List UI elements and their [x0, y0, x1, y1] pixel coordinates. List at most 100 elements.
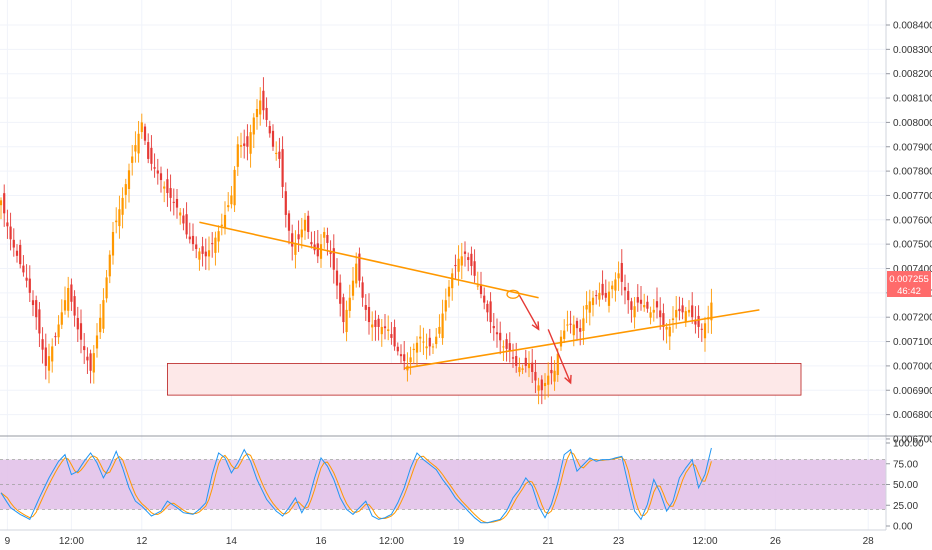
candle-body	[172, 201, 175, 203]
candle-body	[479, 284, 483, 295]
price-axis[interactable]: 0.008400 0.008300 0.008200 0.008100 0.008000…	[886, 21, 932, 446]
candle-body	[566, 324, 569, 326]
candle-body	[643, 305, 646, 308]
candle-body	[697, 315, 700, 327]
candle-body	[364, 305, 367, 310]
projection-arrow-head	[564, 374, 572, 385]
candle-body	[655, 301, 659, 308]
breakout-circle-marker	[506, 289, 520, 299]
candle-body	[607, 291, 611, 306]
candle-body	[451, 273, 454, 289]
candle-body	[163, 186, 166, 189]
last-price-badge: 0.007255 46:42	[887, 271, 931, 297]
candle-body	[127, 170, 131, 189]
candle-body	[483, 295, 486, 303]
candle-body	[12, 239, 15, 248]
bar-countdown-label: 46:42	[897, 286, 921, 297]
candle-body	[227, 205, 230, 208]
candle-body	[262, 90, 265, 111]
candle-body	[287, 213, 291, 231]
candle-body	[89, 353, 92, 371]
candle-body	[687, 309, 691, 313]
candle-body	[476, 285, 479, 287]
candle-body	[639, 299, 643, 304]
candle-body	[25, 277, 28, 281]
candle-body	[691, 305, 694, 318]
candle-body	[399, 354, 403, 357]
candle-body	[662, 313, 665, 327]
candle-body	[646, 301, 649, 309]
price-tick-label: 0.007200	[893, 313, 932, 324]
candle-body	[550, 369, 553, 374]
candle-body	[348, 297, 351, 311]
candle-body	[86, 356, 89, 361]
candle-body	[204, 251, 207, 257]
candle-body	[431, 346, 435, 348]
candle-body	[143, 126, 147, 141]
candle-body	[553, 370, 556, 382]
candle-body	[281, 149, 284, 187]
stoch-axis[interactable]: 100.00 75.00 50.00 25.00 0.00	[886, 439, 924, 533]
time-tick-label: 23	[613, 536, 625, 547]
candle-body	[159, 173, 163, 181]
time-tick-label: 26	[770, 536, 782, 547]
candle-body	[345, 309, 348, 333]
candle-body	[220, 224, 223, 227]
candle-body	[572, 324, 575, 336]
candle-body	[684, 311, 687, 323]
candle-body	[380, 326, 383, 335]
candle-body	[367, 306, 371, 323]
candle-body	[105, 277, 108, 299]
price-tick-label: 0.008100	[893, 94, 932, 105]
candle-body	[265, 107, 268, 120]
candle-body	[335, 270, 339, 286]
candle-body	[57, 324, 60, 338]
candle-body	[377, 318, 380, 327]
candle-body	[252, 117, 255, 135]
candle-body	[79, 323, 83, 340]
price-tick-label: 0.008400	[893, 21, 932, 32]
candle-body	[527, 363, 531, 369]
candle-body	[111, 231, 115, 256]
candle-body	[518, 367, 521, 373]
candle-body	[9, 226, 12, 240]
candle-body	[595, 295, 598, 297]
candle-body	[6, 222, 9, 227]
candle-body	[681, 305, 684, 313]
price-tick-label: 0.007400	[893, 264, 932, 275]
candle-body	[387, 329, 390, 331]
candle-body	[486, 303, 489, 313]
candle-body	[236, 144, 239, 167]
candle-body	[633, 306, 636, 318]
candle-body	[323, 231, 326, 238]
candle-body	[0, 200, 3, 206]
candle-body	[300, 229, 303, 238]
candle-body	[355, 263, 358, 284]
candle-body	[342, 297, 345, 323]
candle-body	[307, 215, 310, 232]
candle-body	[332, 248, 335, 270]
last-price-label: 0.007255	[889, 274, 929, 285]
projection-arrow-head	[531, 321, 540, 331]
candle-body	[76, 317, 79, 330]
candle-body	[239, 145, 243, 147]
candle-body	[531, 362, 534, 372]
candle-body	[460, 256, 463, 266]
candle-body	[211, 243, 214, 245]
candle-body	[428, 337, 431, 347]
candle-body	[371, 324, 374, 328]
trendlines	[199, 221, 760, 385]
stoch-tick-label: 75.00	[893, 459, 918, 470]
stoch-tick-label: 50.00	[893, 480, 918, 491]
candle-body	[556, 353, 559, 375]
candle-body	[441, 313, 444, 339]
candle-body	[665, 326, 668, 330]
candle-body	[92, 353, 95, 373]
candle-body	[636, 297, 639, 303]
candle-body	[28, 278, 31, 293]
candle-body	[703, 323, 707, 339]
candle-body	[419, 336, 422, 339]
time-axis[interactable]: 9 12:00 12 14 16 12:00 19 21 23 12:00 26 28	[5, 536, 875, 547]
candle-body	[255, 109, 259, 118]
